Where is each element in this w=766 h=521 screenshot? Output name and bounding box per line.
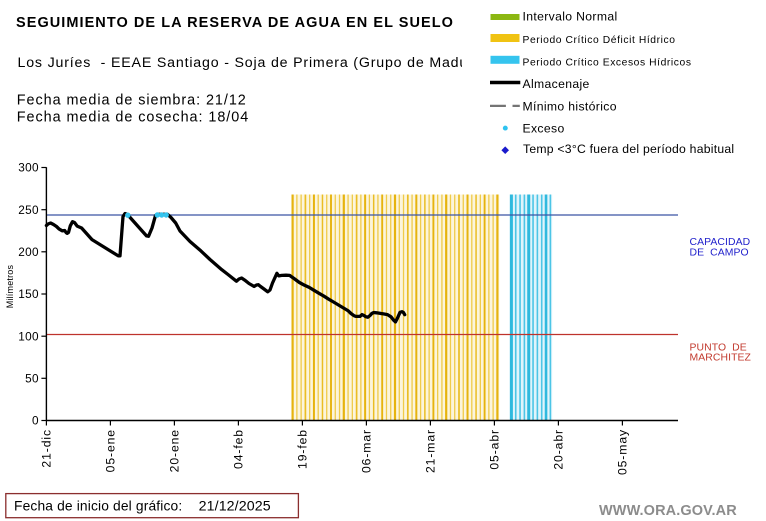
- svg-text:150: 150: [18, 287, 39, 301]
- svg-text:Fecha media de cosecha: 18/04: Fecha media de cosecha: 18/04: [17, 110, 249, 126]
- svg-text:04-feb: 04-feb: [232, 429, 246, 469]
- svg-text:05-abr: 05-abr: [488, 429, 502, 470]
- svg-text:20-ene: 20-ene: [168, 429, 182, 472]
- svg-text:DE CAMPO: DE CAMPO: [690, 247, 749, 258]
- svg-text:21-mar: 21-mar: [424, 429, 438, 473]
- svg-text:Los Juríes - EEAE Santiago -: Los Juríes - EEAE Santiago - Soja de Pri…: [18, 55, 474, 71]
- svg-text:21/12/2025: 21/12/2025: [199, 499, 271, 515]
- svg-text:21-dic: 21-dic: [40, 429, 54, 468]
- svg-text:Intervalo Normal: Intervalo Normal: [523, 10, 618, 24]
- svg-text:50: 50: [25, 371, 39, 385]
- svg-text:Almacenaje: Almacenaje: [523, 77, 590, 91]
- svg-text:Fecha media de siembra: 21/12: Fecha media de siembra: 21/12: [17, 93, 247, 109]
- svg-text:19-feb: 19-feb: [296, 429, 310, 469]
- svg-text:05-may: 05-may: [616, 429, 630, 475]
- svg-text:05-ene: 05-ene: [104, 429, 118, 472]
- svg-text:Periodo Crítico Excesos Hídric: Periodo Crítico Excesos Hídricos: [523, 57, 692, 68]
- svg-text:20-abr: 20-abr: [552, 429, 566, 470]
- svg-text:PUNTO DE: PUNTO DE: [690, 342, 747, 353]
- svg-text:250: 250: [18, 203, 39, 217]
- svg-text:06-mar: 06-mar: [360, 429, 374, 473]
- svg-text:SEGUIMIENTO DE LA RESERVA DE A: SEGUIMIENTO DE LA RESERVA DE AGUA EN EL …: [16, 15, 454, 31]
- svg-text:Exceso: Exceso: [523, 121, 565, 135]
- svg-text:CAPACIDAD: CAPACIDAD: [690, 237, 751, 248]
- svg-text:Fecha de inicio del gráfico:: Fecha de inicio del gráfico:: [14, 499, 182, 514]
- svg-text:0: 0: [32, 414, 39, 428]
- svg-text:Temp <3°C fuera del período ha: Temp <3°C fuera del período habitual: [523, 142, 734, 156]
- svg-text:200: 200: [18, 245, 39, 259]
- svg-text:MARCHITEZ: MARCHITEZ: [690, 352, 752, 363]
- svg-text:100: 100: [18, 329, 39, 343]
- svg-text:300: 300: [18, 161, 39, 175]
- svg-text:Mínimo histórico: Mínimo histórico: [523, 100, 617, 114]
- svg-text:Milímetros: Milímetros: [5, 264, 15, 308]
- svg-text:WWW.ORA.GOV.AR: WWW.ORA.GOV.AR: [599, 503, 737, 519]
- svg-text:Periodo Crítico Déficit Hídric: Periodo Crítico Déficit Hídrico: [523, 35, 676, 46]
